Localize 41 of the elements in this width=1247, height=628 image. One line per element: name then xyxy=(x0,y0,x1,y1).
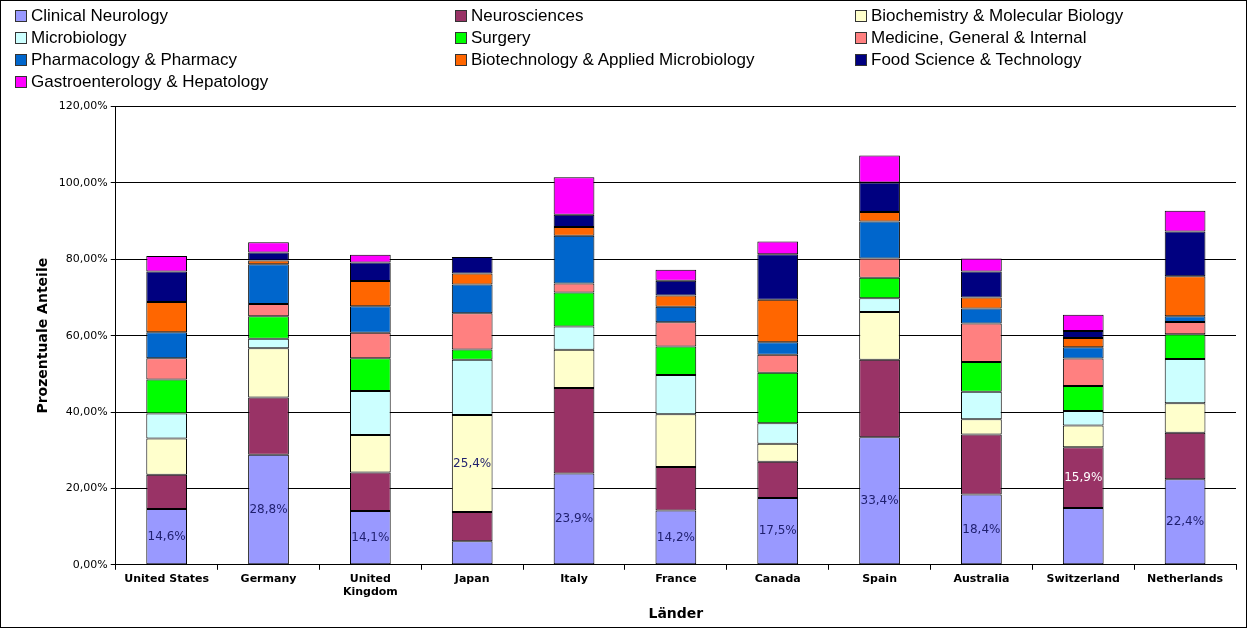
x-tick-label: Switzerland xyxy=(1046,572,1120,586)
legend-label: Food Science & Technology xyxy=(871,49,1082,71)
data-label: 25,4% xyxy=(453,455,492,470)
y-tick-label: 40,00% xyxy=(65,404,108,418)
data-label: 15,9% xyxy=(1064,469,1103,484)
data-label: 17,5% xyxy=(758,523,797,538)
data-label: 14,2% xyxy=(656,529,695,544)
x-tick-label: United States xyxy=(124,572,210,586)
x-tick-label: Japan xyxy=(453,572,490,586)
x-tick-label: Canada xyxy=(754,572,801,586)
data-label: 18,4% xyxy=(962,521,1001,536)
data-label: 14,1% xyxy=(351,529,390,544)
x-tick-label: United Kingdom xyxy=(342,572,398,599)
y-tick-label: 100,00% xyxy=(58,175,108,189)
y-tick-label: 60,00% xyxy=(65,328,108,342)
legend-label: Pharmacology & Pharmacy xyxy=(31,49,237,71)
data-label: 22,4% xyxy=(1166,513,1205,528)
legend-label: Medicine, General & Internal xyxy=(871,27,1087,49)
x-tick-label: Italy xyxy=(560,572,588,586)
y-tick-label: 80,00% xyxy=(65,252,108,266)
legend-label: Surgery xyxy=(471,27,531,49)
data-label: 23,9% xyxy=(554,511,594,526)
data-label: 28,8% xyxy=(249,501,288,516)
y-tick-label: 120,00% xyxy=(58,99,108,113)
data-label: 14,6% xyxy=(147,528,186,543)
legend-label: Neurosciences xyxy=(471,5,584,27)
legend-label: Microbiology xyxy=(31,27,127,49)
legend-label: Biotechnology & Applied Microbiology xyxy=(471,49,755,71)
legend-label: Biochemistry & Molecular Biology xyxy=(871,5,1124,27)
y-tick-label: 0,00% xyxy=(72,557,108,571)
y-tick-label: 20,00% xyxy=(65,481,108,495)
x-tick-label: Spain xyxy=(862,572,897,586)
x-tick-label: Australia xyxy=(953,572,1010,586)
x-axis-title: Länder xyxy=(648,605,704,622)
legend-label: Clinical Neurology xyxy=(31,5,169,27)
y-axis-title: Prozentuale Anteile xyxy=(34,257,51,414)
data-label: 33,4% xyxy=(860,492,899,507)
x-tick-label: Germany xyxy=(240,572,297,586)
x-tick-label: France xyxy=(655,572,697,586)
legend-label: Gastroenterology & Hepatology xyxy=(31,71,269,93)
x-tick-label: Netherlands xyxy=(1147,572,1224,586)
